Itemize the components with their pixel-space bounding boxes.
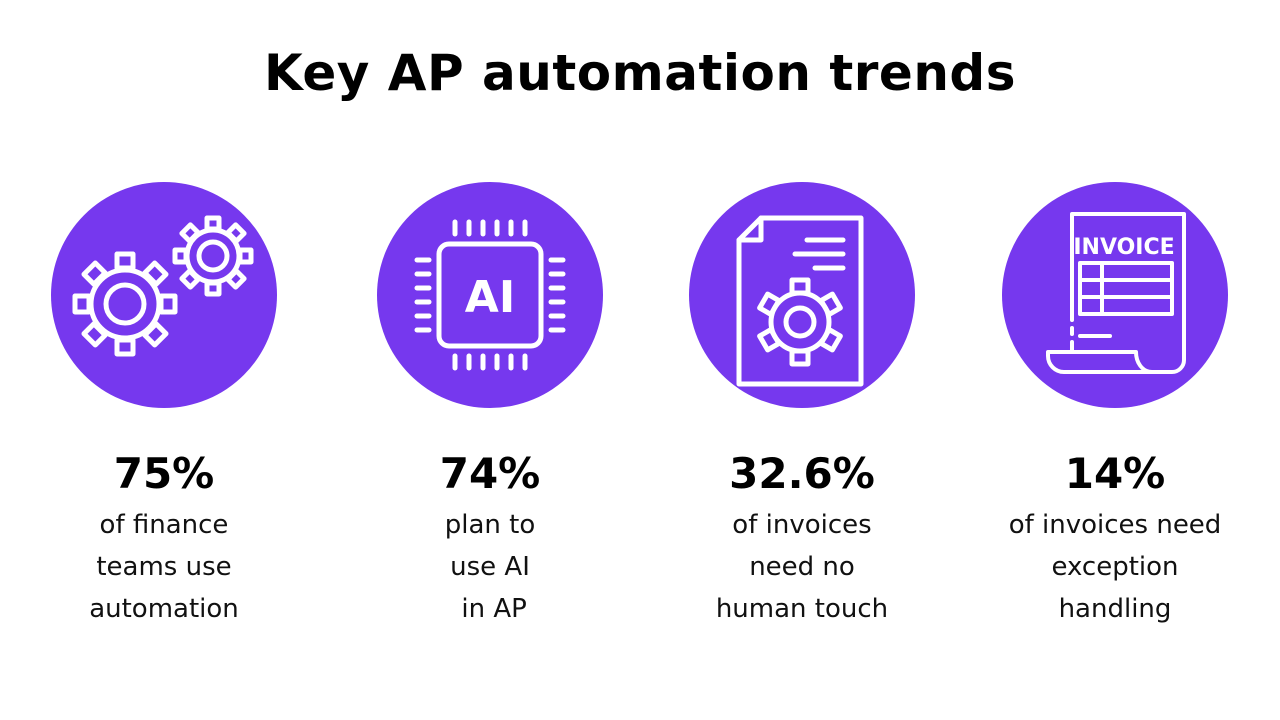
desc-line: of invoices need <box>1008 510 1222 540</box>
desc-line: in AP <box>453 594 527 624</box>
stat-value: 74% <box>439 449 541 498</box>
icon-circle: AI <box>377 182 603 408</box>
invoice-icon: INVOICE <box>1046 212 1186 374</box>
icon-circle: INVOICE <box>1002 182 1228 408</box>
icon-circle <box>689 182 915 408</box>
desc-line: plan to <box>444 510 536 540</box>
document-gear-icon <box>736 215 864 387</box>
desc-line: use AI <box>450 552 530 582</box>
desc-line: human touch <box>715 594 889 624</box>
stat-card-exception-invoices: INVOICE 14% of invoices need exception h… <box>965 182 1265 630</box>
ai-chip-icon: AI <box>414 219 566 371</box>
gears-icon <box>72 215 254 357</box>
page-title: Key AP automation trends <box>264 44 1016 102</box>
stat-description: of finance teams use automation <box>14 504 314 630</box>
desc-line: teams use <box>96 552 232 582</box>
stat-card-ai-plans: AI 74% plan to use AI in AP <box>340 182 640 630</box>
stat-description: of invoices need exception handling <box>965 504 1265 630</box>
desc-line: handling <box>1058 594 1172 624</box>
desc-line: exception <box>1051 552 1179 582</box>
desc-line: automation <box>89 594 239 624</box>
stat-card-no-touch-invoices: 32.6% of invoices need no human touch <box>652 182 952 630</box>
stat-value: 32.6% <box>729 449 875 498</box>
invoice-label: INVOICE <box>1073 235 1174 260</box>
icon-circle <box>51 182 277 408</box>
stat-description: plan to use AI in AP <box>340 504 640 630</box>
stat-value: 75% <box>113 449 215 498</box>
desc-line: need no <box>749 552 855 582</box>
ai-chip-label: AI <box>465 272 515 323</box>
desc-line: of invoices <box>732 510 872 540</box>
stat-card-finance-automation: 75% of finance teams use automation <box>14 182 314 630</box>
stat-value: 14% <box>1064 449 1166 498</box>
desc-line: of finance <box>99 510 229 540</box>
stat-description: of invoices need no human touch <box>652 504 952 630</box>
